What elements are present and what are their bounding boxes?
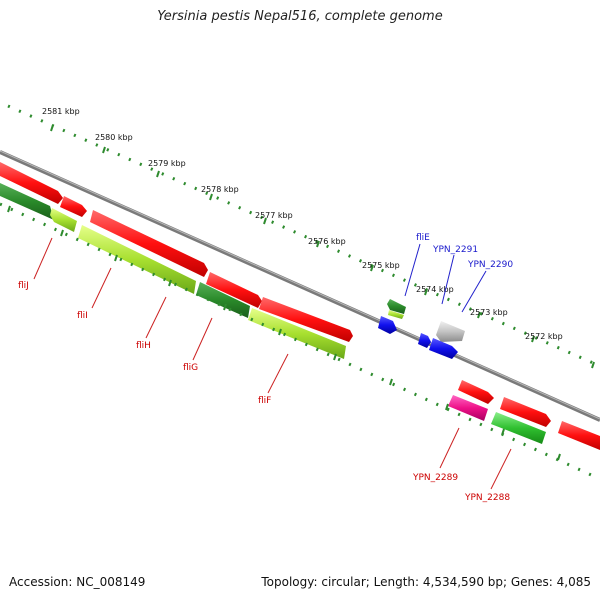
kbp-label: 2581 kbp bbox=[42, 107, 80, 116]
gene-label-ypn-2290[interactable]: YPN_2290 bbox=[467, 260, 513, 270]
gene-bright-green[interactable] bbox=[491, 412, 546, 444]
accession-text: Accession: NC_008149 bbox=[9, 575, 146, 589]
label-leaders-red bbox=[33, 237, 512, 490]
gene-label-flii[interactable]: fliI bbox=[77, 311, 88, 321]
kbp-label: 2580 kbp bbox=[95, 133, 133, 142]
gene-lime[interactable] bbox=[388, 310, 404, 319]
kbp-label: 2576 kbp bbox=[308, 237, 346, 246]
gene-pink[interactable] bbox=[448, 395, 488, 421]
label-leaders-blue bbox=[404, 243, 487, 313]
gene-red[interactable] bbox=[500, 397, 551, 427]
map-title: Yersinia pestis Nepal516, complete genom… bbox=[157, 9, 443, 24]
gene-lime[interactable] bbox=[78, 225, 196, 294]
gene-grey[interactable] bbox=[436, 321, 465, 342]
kbp-label: 2577 kbp bbox=[255, 211, 293, 220]
kbp-labels: 2581 kbp 2580 kbp 2579 kbp 2578 kbp 2577… bbox=[42, 107, 563, 341]
gene-label-flig[interactable]: fliG bbox=[183, 363, 198, 373]
gene-green[interactable] bbox=[387, 299, 406, 314]
gene-green[interactable] bbox=[196, 282, 250, 318]
gene-label-flij[interactable]: fliJ bbox=[18, 281, 29, 291]
other-genes[interactable] bbox=[378, 316, 488, 421]
kbp-label: 2575 kbp bbox=[362, 261, 400, 270]
gene-blue[interactable] bbox=[378, 316, 397, 334]
forward-genes[interactable] bbox=[0, 162, 600, 450]
genome-backbone bbox=[0, 150, 600, 422]
gene-label-ypn-2291[interactable]: YPN_2291 bbox=[432, 245, 478, 255]
gene-red[interactable] bbox=[0, 162, 63, 204]
gene-red[interactable] bbox=[558, 421, 600, 450]
gene-blue[interactable] bbox=[418, 333, 431, 348]
kbp-label: 2579 kbp bbox=[148, 159, 186, 168]
gene-green[interactable] bbox=[0, 183, 54, 220]
kbp-label: 2574 kbp bbox=[416, 285, 454, 294]
gene-red[interactable] bbox=[259, 297, 353, 342]
gene-red[interactable] bbox=[458, 380, 494, 404]
gene-red[interactable] bbox=[206, 272, 262, 308]
gene-red[interactable] bbox=[60, 196, 87, 217]
reverse-genes[interactable] bbox=[0, 183, 546, 444]
gene-label-flif[interactable]: fliF bbox=[258, 396, 271, 406]
gene-blue[interactable] bbox=[429, 338, 458, 359]
kbp-label: 2572 kbp bbox=[525, 332, 563, 341]
gene-label-ypn-2288[interactable]: YPN_2288 bbox=[464, 493, 510, 503]
gene-lime[interactable] bbox=[50, 208, 77, 232]
inner-tick-ring bbox=[0, 202, 600, 481]
inner-major-ticks bbox=[7, 205, 561, 461]
gene-lime[interactable] bbox=[248, 308, 346, 359]
gene-label-ypn-2289[interactable]: YPN_2289 bbox=[412, 473, 458, 483]
kbp-label: 2573 kbp bbox=[470, 308, 508, 317]
outer-major-ticks bbox=[50, 124, 595, 369]
genome-summary-text: Topology: circular; Length: 4,534,590 bp… bbox=[261, 575, 591, 589]
gene-label-flie[interactable]: fliE bbox=[416, 233, 430, 243]
gene-labels: fliJ fliI fliH fliG fliF fliE YPN_2291 Y… bbox=[18, 233, 513, 503]
gene-label-flih[interactable]: fliH bbox=[136, 341, 151, 351]
kbp-label: 2578 kbp bbox=[201, 185, 239, 194]
gene-red[interactable] bbox=[90, 210, 208, 277]
